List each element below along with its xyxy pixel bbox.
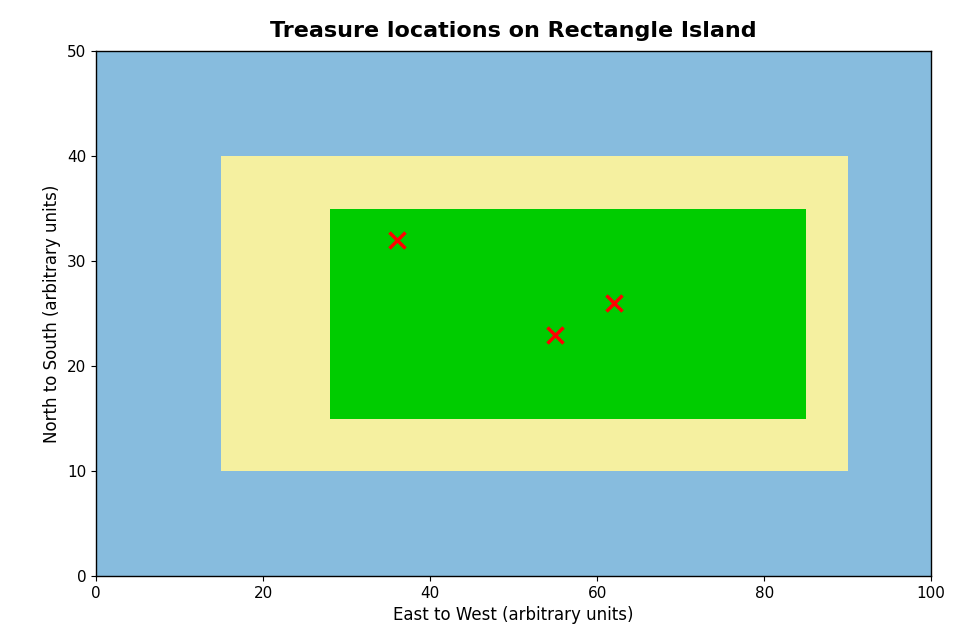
Title: Treasure locations on Rectangle Island: Treasure locations on Rectangle Island [271, 21, 756, 42]
X-axis label: East to West (arbitrary units): East to West (arbitrary units) [394, 606, 634, 624]
Y-axis label: North to South (arbitrary units): North to South (arbitrary units) [43, 184, 61, 443]
Bar [330, 209, 806, 419]
Bar [221, 156, 848, 471]
